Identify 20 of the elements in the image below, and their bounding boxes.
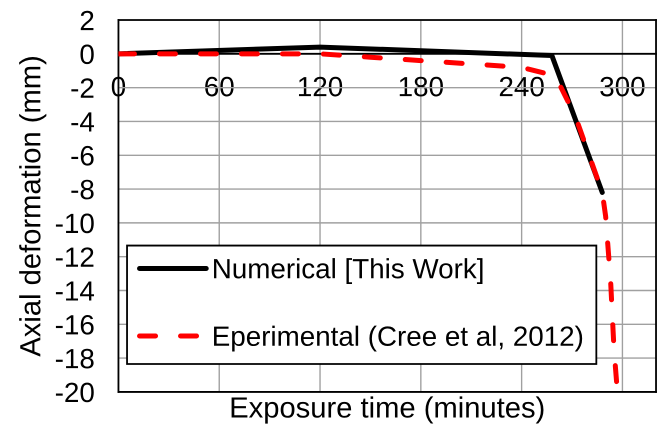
y-tick-label: -8 [71, 180, 94, 200]
x-tick-label: 120 [298, 76, 342, 96]
y-tick-label: -20 [56, 382, 94, 402]
y-tick-label: -14 [56, 281, 94, 301]
x-tick-label: 300 [600, 76, 645, 96]
y-tick-label: -18 [56, 348, 94, 368]
y-tick-label: -10 [56, 214, 94, 234]
y-tick-label: -16 [56, 314, 94, 335]
x-tick-label: 240 [500, 76, 544, 96]
y-tick-label: -6 [71, 146, 94, 166]
y-tick-label: 0 [80, 44, 94, 64]
y-tick-label: -2 [71, 78, 94, 98]
x-axis-title: Exposure time (minutes) [232, 396, 544, 424]
y-tick-label: -12 [56, 247, 94, 267]
legend-label: Eperimental (Cree et al, 2012) [214, 326, 582, 352]
y-tick-label: -4 [71, 112, 94, 132]
x-tick-label: 180 [400, 76, 443, 96]
y-tick-label: 2 [80, 10, 94, 30]
legend-label: Numerical [This Work] [214, 258, 482, 284]
y-axis-title: Axial deformation (mm) [19, 57, 46, 357]
